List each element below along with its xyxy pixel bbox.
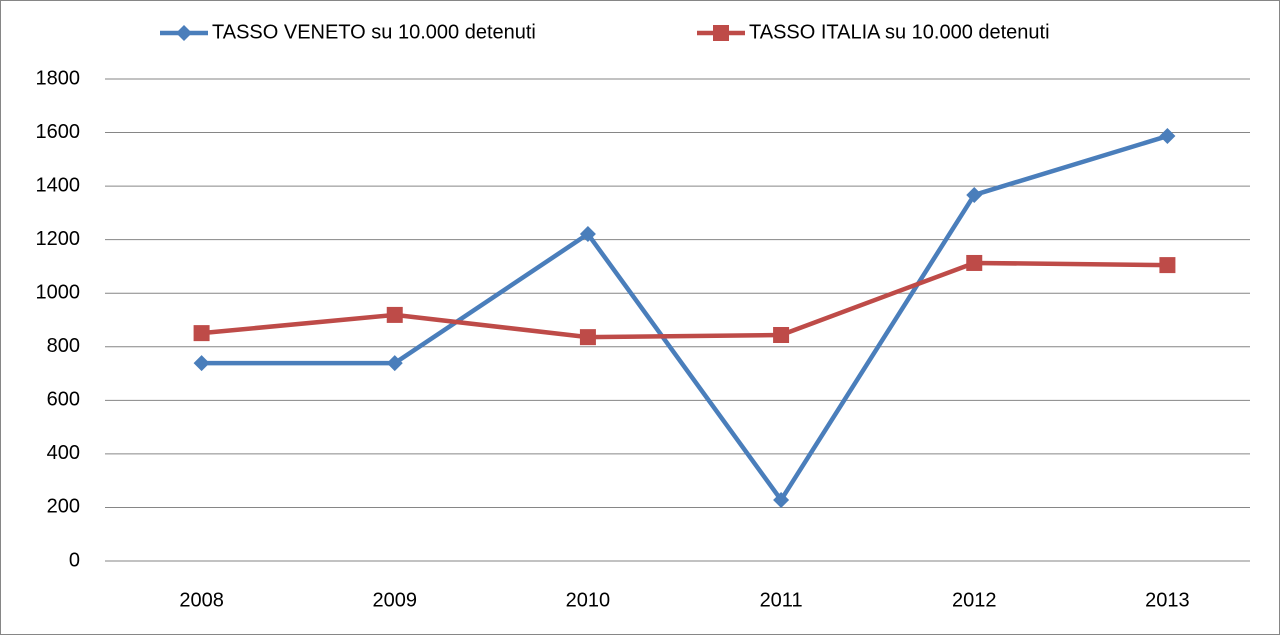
point-marker <box>773 491 790 508</box>
y-tick-label: 600 <box>47 389 80 411</box>
point-marker <box>386 355 403 372</box>
point-marker <box>193 325 210 342</box>
y-tick-label: 1000 <box>36 282 81 304</box>
legend-marker <box>176 25 192 41</box>
y-tick-label: 1400 <box>36 174 81 196</box>
legend-label: TASSO VENETO su 10.000 detenuti <box>212 21 536 43</box>
y-tick-label: 800 <box>47 335 80 357</box>
y-tick-label: 1800 <box>36 67 81 89</box>
point-marker <box>193 355 210 372</box>
series-line <box>201 260 1168 340</box>
point-marker <box>386 306 403 323</box>
y-tick-label: 400 <box>47 442 80 464</box>
x-tick-label: 2011 <box>760 589 803 611</box>
point-marker <box>966 186 983 203</box>
legend-marker <box>713 25 729 41</box>
point-marker <box>966 254 983 271</box>
y-tick-label: 1200 <box>36 228 81 250</box>
x-tick-label: 2009 <box>373 589 418 611</box>
point-marker <box>773 326 790 343</box>
y-tick-label: 200 <box>47 496 80 518</box>
x-tick-label: 2008 <box>179 589 224 611</box>
y-tick-label: 0 <box>69 549 80 571</box>
x-tick-label: 2012 <box>952 589 997 611</box>
point-marker <box>579 329 596 346</box>
legend-label: TASSO ITALIA su 10.000 detenuti <box>749 21 1050 43</box>
y-tick-label: 1600 <box>36 121 81 143</box>
x-tick-label: 2013 <box>1145 589 1190 611</box>
point-marker <box>1159 257 1176 274</box>
point-marker <box>579 226 596 243</box>
point-marker <box>1159 128 1176 145</box>
series-line <box>201 133 1169 503</box>
x-tick-label: 2010 <box>566 589 611 611</box>
